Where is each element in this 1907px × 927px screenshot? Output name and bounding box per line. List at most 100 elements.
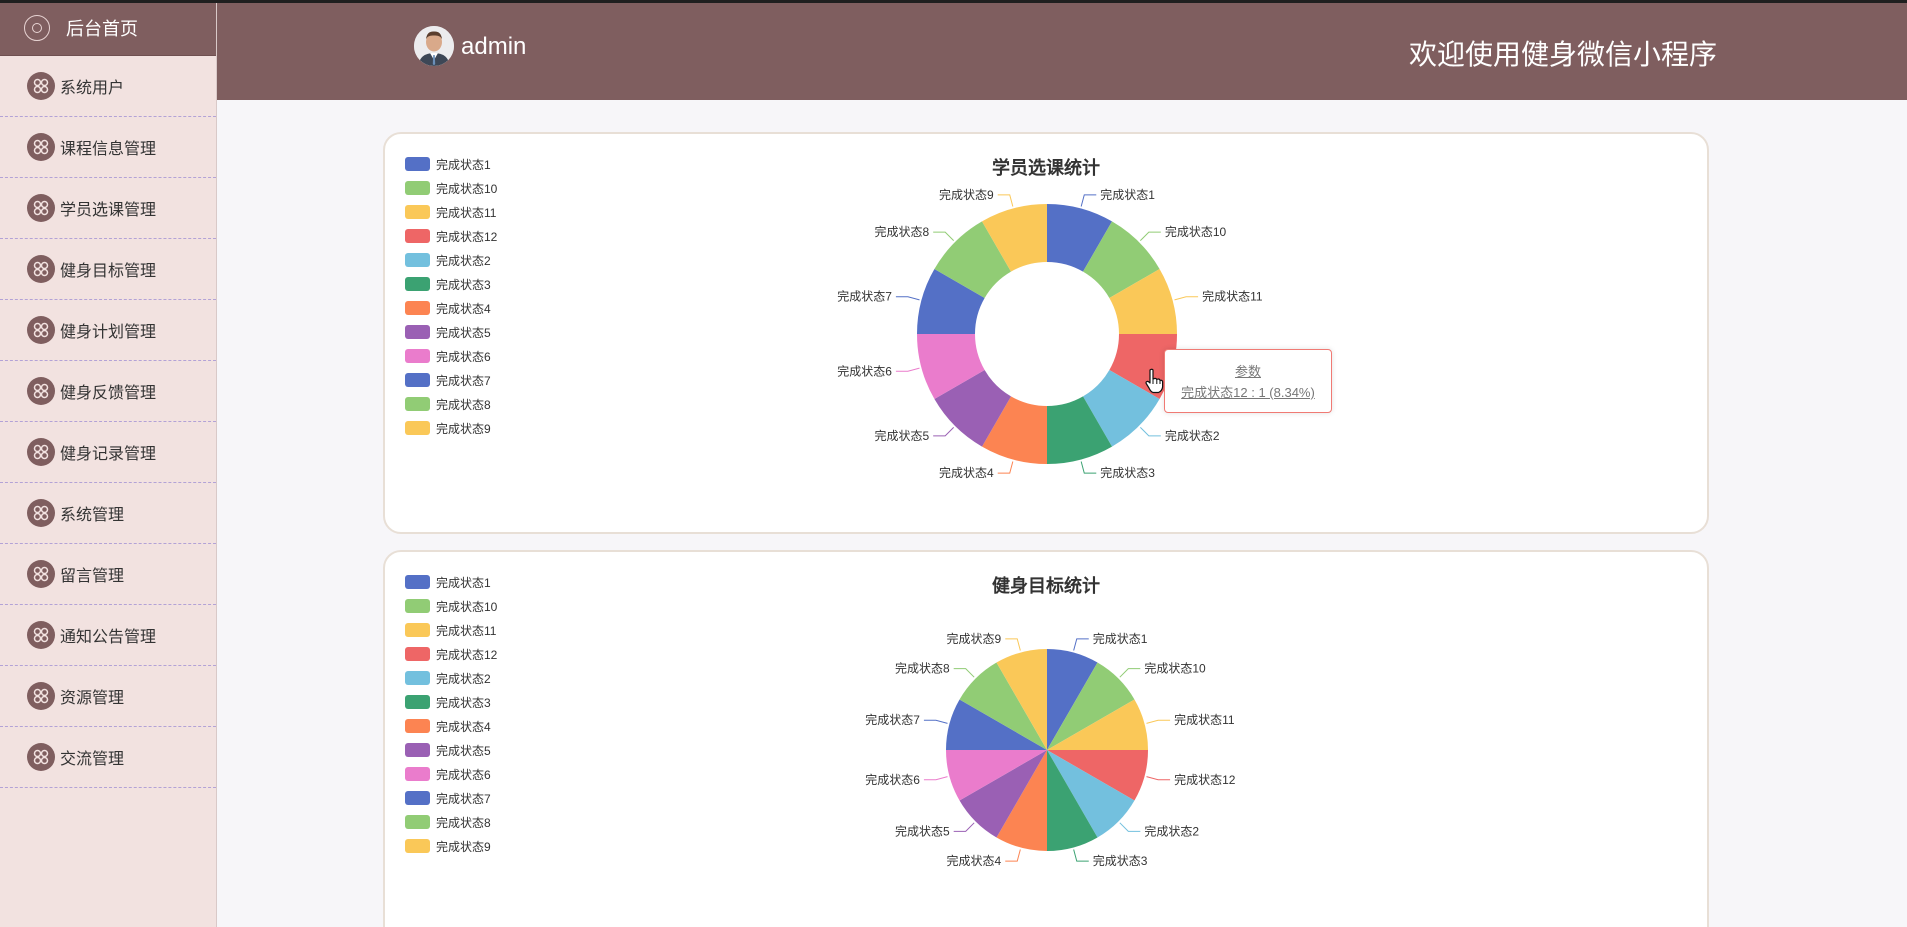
label-line bbox=[1146, 719, 1171, 724]
legend-item[interactable]: 完成状态3 bbox=[405, 690, 497, 714]
legend-label: 完成状态7 bbox=[436, 373, 491, 388]
legend-item[interactable]: 完成状态12 bbox=[405, 224, 497, 248]
avatar[interactable] bbox=[414, 26, 454, 66]
legend-item[interactable]: 完成状态11 bbox=[405, 200, 497, 224]
legend-item[interactable]: 完成状态1 bbox=[405, 570, 497, 594]
legend-label: 完成状态12 bbox=[436, 229, 498, 244]
slice-label: 完成状态10 bbox=[1165, 224, 1227, 239]
hand-cursor-icon bbox=[1145, 368, 1164, 394]
menu-icon bbox=[27, 499, 55, 527]
slice-label: 完成状态7 bbox=[865, 712, 920, 727]
label-line bbox=[953, 668, 975, 678]
legend-item[interactable]: 完成状态11 bbox=[405, 618, 497, 642]
legend-label: 完成状态11 bbox=[436, 205, 497, 220]
label-line bbox=[1080, 461, 1097, 474]
legend-item[interactable]: 完成状态8 bbox=[405, 810, 497, 834]
pie-slice[interactable] bbox=[1047, 204, 1112, 272]
legend-item[interactable]: 完成状态9 bbox=[405, 416, 497, 440]
pie-slice[interactable] bbox=[1083, 370, 1160, 447]
sidebar-item[interactable]: 交流管理 bbox=[0, 727, 216, 788]
sidebar-item[interactable]: 通知公告管理 bbox=[0, 605, 216, 666]
chart-legend: 完成状态1 完成状态10 完成状态11 完成状态12 完成状态2 完成状态3 完成状态4 完成… bbox=[405, 570, 497, 858]
pie-slice[interactable] bbox=[934, 221, 1011, 298]
legend-label: 完成状态4 bbox=[436, 719, 491, 734]
label-line bbox=[895, 367, 920, 372]
legend-label: 完成状态3 bbox=[436, 695, 491, 710]
sidebar-item[interactable]: 留言管理 bbox=[0, 544, 216, 605]
sidebar-item[interactable]: 系统用户 bbox=[0, 56, 216, 117]
pie-slice[interactable] bbox=[1109, 269, 1177, 334]
pie-slice[interactable] bbox=[1047, 396, 1112, 464]
legend-label: 完成状态1 bbox=[436, 157, 491, 172]
legend-item[interactable]: 完成状态2 bbox=[405, 248, 497, 272]
menu-icon bbox=[27, 682, 55, 710]
pie-slice[interactable] bbox=[1047, 699, 1148, 751]
legend-item[interactable]: 完成状态5 bbox=[405, 738, 497, 762]
legend-item[interactable]: 完成状态4 bbox=[405, 296, 497, 320]
legend-item[interactable]: 完成状态7 bbox=[405, 786, 497, 810]
legend-label: 完成状态5 bbox=[436, 325, 491, 340]
legend-label: 完成状态8 bbox=[436, 397, 491, 412]
sidebar-item-label: 健身记录管理 bbox=[60, 446, 157, 463]
sidebar-home[interactable]: 后台首页 bbox=[0, 0, 216, 56]
sidebar-item-label: 留言管理 bbox=[60, 568, 125, 585]
legend-label: 完成状态9 bbox=[436, 421, 491, 436]
pie-slice[interactable] bbox=[982, 204, 1047, 272]
menu-icon bbox=[27, 72, 55, 100]
slice-label: 完成状态1 bbox=[1093, 631, 1148, 646]
sidebar-item[interactable]: 健身目标管理 bbox=[0, 239, 216, 300]
legend-swatch bbox=[405, 229, 430, 243]
slice-label: 完成状态5 bbox=[895, 823, 950, 838]
legend-item[interactable]: 完成状态7 bbox=[405, 368, 497, 392]
sidebar-menu: 系统用户 课程信息管理 学员选课管理 健身目标管理 健身计划管理 健身反馈管理健身记录管理… bbox=[0, 56, 216, 788]
menu-icon bbox=[27, 255, 55, 283]
pie-slice[interactable] bbox=[917, 334, 985, 399]
pie-slice[interactable] bbox=[1047, 750, 1098, 851]
legend-item[interactable]: 完成状态1 bbox=[405, 152, 497, 176]
legend-item[interactable]: 完成状态2 bbox=[405, 666, 497, 690]
donut-chart: 完成状态1完成状态10完成状态11完成状态12完成状态2完成状态3完成状态4完成… bbox=[837, 187, 1264, 480]
legend-item[interactable]: 完成状态4 bbox=[405, 714, 497, 738]
legend-item[interactable]: 完成状态6 bbox=[405, 762, 497, 786]
legend-item[interactable]: 完成状态3 bbox=[405, 272, 497, 296]
sidebar-item[interactable]: 资源管理 bbox=[0, 666, 216, 727]
slice-label: 完成状态6 bbox=[837, 363, 892, 378]
pie-slice[interactable] bbox=[1047, 750, 1148, 801]
pie-slice[interactable] bbox=[996, 750, 1048, 851]
sidebar-item[interactable]: 系统管理 bbox=[0, 483, 216, 544]
pie-slice[interactable] bbox=[917, 269, 985, 334]
pie-slice[interactable] bbox=[1047, 649, 1098, 750]
slice-label: 完成状态11 bbox=[1202, 289, 1263, 304]
tooltip-title: 参数 bbox=[1234, 364, 1261, 379]
legend-swatch bbox=[405, 743, 430, 757]
sidebar-item[interactable]: 健身计划管理 bbox=[0, 300, 216, 361]
legend-item[interactable]: 完成状态10 bbox=[405, 176, 497, 200]
legend-item[interactable]: 完成状态5 bbox=[405, 320, 497, 344]
legend-swatch bbox=[405, 599, 430, 613]
pie-slice[interactable] bbox=[982, 396, 1047, 464]
legend-item[interactable]: 完成状态6 bbox=[405, 344, 497, 368]
sidebar-item[interactable]: 课程信息管理 bbox=[0, 117, 216, 178]
pie-slice[interactable] bbox=[946, 699, 1047, 751]
sidebar-item[interactable]: 健身反馈管理 bbox=[0, 361, 216, 422]
legend-swatch bbox=[405, 647, 430, 661]
pie-slice[interactable] bbox=[959, 750, 1047, 838]
legend-item[interactable]: 完成状态8 bbox=[405, 392, 497, 416]
legend-swatch bbox=[405, 205, 430, 219]
pie-slice[interactable] bbox=[946, 750, 1047, 801]
pie-slice[interactable] bbox=[1047, 750, 1135, 838]
legend-item[interactable]: 完成状态9 bbox=[405, 834, 497, 858]
legend-swatch bbox=[405, 671, 430, 685]
label-line bbox=[997, 461, 1014, 474]
sidebar-item[interactable]: 健身记录管理 bbox=[0, 422, 216, 483]
legend-item[interactable]: 完成状态10 bbox=[405, 594, 497, 618]
pie-slice[interactable] bbox=[1047, 662, 1135, 750]
legend-swatch bbox=[405, 373, 430, 387]
pie-slice[interactable] bbox=[934, 370, 1011, 447]
chart-title: 学员选课统计 bbox=[992, 158, 1100, 178]
pie-slice[interactable] bbox=[996, 649, 1048, 750]
sidebar-item[interactable]: 学员选课管理 bbox=[0, 178, 216, 239]
pie-slice[interactable] bbox=[1083, 221, 1160, 298]
pie-slice[interactable] bbox=[959, 662, 1047, 750]
legend-item[interactable]: 完成状态12 bbox=[405, 642, 497, 666]
